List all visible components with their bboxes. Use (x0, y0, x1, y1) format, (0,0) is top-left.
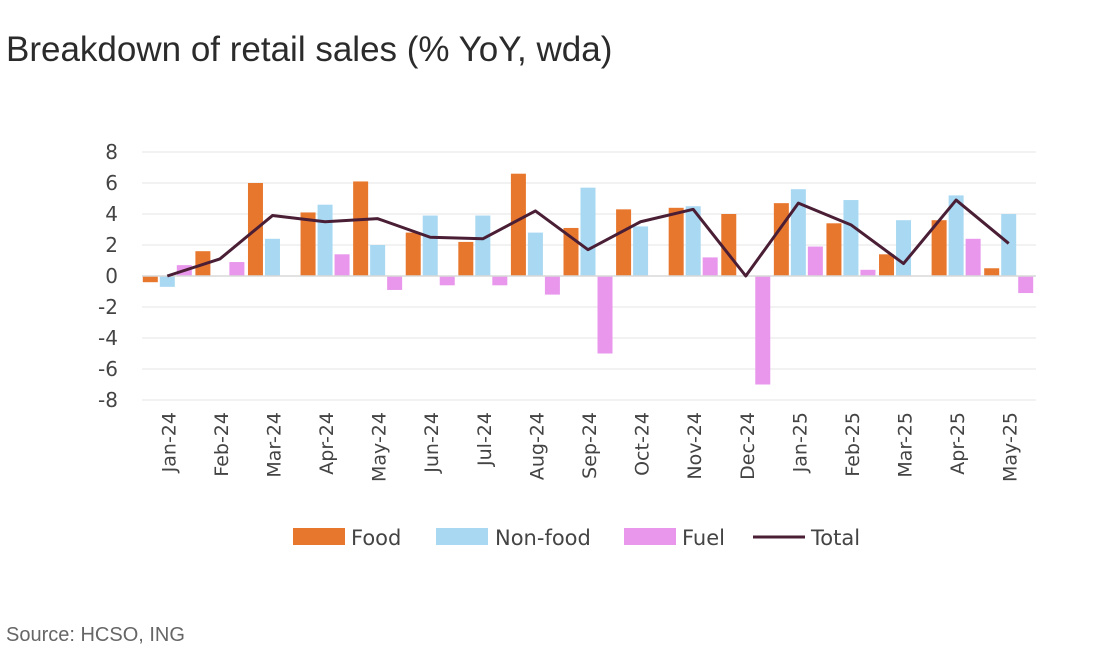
x-tick-label: Oct-24 (632, 412, 654, 476)
bar-food-apr-24 (300, 212, 316, 276)
bar-fuel-aug-24 (544, 276, 560, 295)
bar-non-food-apr-25 (948, 195, 964, 276)
y-tick-label: 8 (105, 140, 118, 164)
bar-non-food-may-24 (370, 245, 386, 276)
bar-fuel-nov-24 (702, 257, 718, 276)
y-tick-label: -6 (98, 357, 118, 381)
bar-fuel-feb-25 (860, 269, 876, 276)
legend-swatch-food (293, 528, 345, 545)
bar-non-food-jan-24 (159, 276, 175, 287)
x-tick-label: Jan-24 (158, 412, 180, 473)
x-tick-label: Feb-24 (211, 412, 233, 477)
bar-food-jan-24 (142, 276, 158, 283)
bar-non-food-jun-24 (422, 215, 438, 276)
bar-food-dec-24 (721, 214, 737, 276)
x-tick-label: Dec-24 (737, 412, 759, 480)
x-tick-label: Jul-24 (474, 412, 496, 467)
bar-fuel-may-24 (387, 276, 403, 290)
x-tick-label: Apr-24 (316, 412, 338, 475)
bar-fuel-sep-24 (597, 276, 613, 354)
bar-food-sep-24 (563, 227, 579, 276)
bar-fuel-jan-25 (807, 246, 823, 276)
bar-food-mar-25 (879, 254, 895, 276)
bar-fuel-feb-24 (229, 262, 245, 276)
bar-non-food-jul-24 (475, 215, 491, 276)
y-tick-label: 6 (105, 171, 118, 195)
bars (142, 173, 1034, 385)
x-tick-label: May-25 (1000, 412, 1022, 482)
y-tick-label: -4 (98, 326, 118, 350)
bar-food-nov-24 (668, 207, 684, 276)
bar-non-food-mar-25 (896, 220, 912, 276)
x-tick-label: Nov-24 (684, 412, 706, 480)
bar-food-aug-24 (510, 173, 526, 276)
bar-fuel-may-25 (1018, 276, 1034, 294)
x-tick-label: Mar-24 (263, 412, 285, 478)
bar-non-food-sep-24 (580, 187, 596, 276)
legend-label-non-food: Non-food (495, 526, 591, 550)
bar-non-food-may-25 (1001, 214, 1017, 276)
bar-food-oct-24 (616, 209, 632, 276)
bar-non-food-feb-25 (843, 200, 859, 276)
bar-food-feb-25 (826, 223, 842, 276)
x-tick-label: May-24 (369, 412, 391, 482)
x-tick-labels: Jan-24 Feb-24 Mar-24 Apr-24 May-24 Jun-24 Jul-… (158, 412, 1021, 482)
x-tick-label: Aug-24 (526, 412, 548, 480)
x-tick-label: Feb-25 (842, 412, 864, 477)
bar-food-may-24 (353, 181, 369, 276)
bar-non-food-oct-24 (633, 226, 649, 276)
legend: Food Non-food Fuel Total (293, 526, 860, 550)
bar-fuel-apr-24 (334, 254, 350, 276)
bar-food-jun-24 (405, 232, 421, 276)
bar-non-food-mar-24 (264, 238, 280, 276)
y-tick-labels: 8 6 4 2 0 -2 -4 -6 -8 (98, 140, 118, 412)
source-note: Source: HCSO, ING (6, 624, 185, 646)
legend-label-food: Food (351, 526, 401, 550)
y-tick-label: 2 (105, 233, 118, 257)
y-tick-label: -2 (98, 295, 118, 319)
legend-swatch-non-food (436, 528, 488, 545)
bar-fuel-dec-24 (755, 276, 771, 385)
x-tick-label: Sep-24 (579, 412, 601, 479)
legend-swatch-fuel (624, 528, 676, 545)
bar-food-jan-25 (773, 203, 789, 276)
y-tick-label: 0 (105, 264, 118, 288)
x-tick-label: Apr-25 (947, 412, 969, 475)
legend-label-total: Total (810, 526, 860, 550)
legend-label-fuel: Fuel (682, 526, 725, 550)
x-tick-label: Jun-24 (421, 412, 443, 474)
bar-fuel-jun-24 (439, 276, 455, 286)
line-total (166, 198, 1010, 278)
x-tick-label: Jan-25 (789, 412, 811, 473)
chart-title: Breakdown of retail sales (% YoY, wda) (6, 30, 613, 69)
y-tick-label: 4 (105, 202, 118, 226)
bar-food-may-25 (984, 268, 1000, 276)
y-tick-label: -8 (98, 388, 118, 412)
total-line (166, 198, 1010, 278)
bar-non-food-aug-24 (527, 232, 543, 276)
bar-food-jul-24 (458, 241, 474, 276)
bar-non-food-apr-24 (317, 204, 333, 276)
x-tick-label: Mar-25 (895, 412, 917, 478)
bar-non-food-nov-24 (685, 206, 701, 276)
bar-food-apr-25 (931, 220, 947, 276)
bar-fuel-jul-24 (492, 276, 508, 286)
bar-fuel-apr-25 (965, 238, 981, 276)
